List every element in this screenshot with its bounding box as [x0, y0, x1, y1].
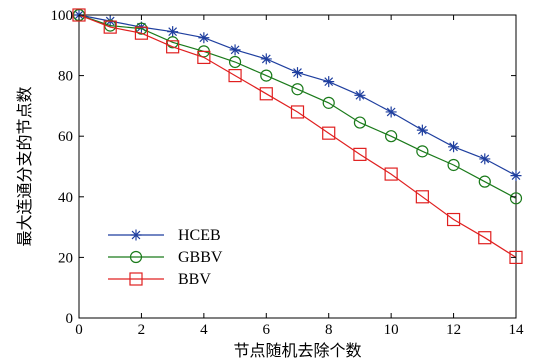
x-tick-label: 8 — [325, 322, 333, 338]
legend-item-hceb: HCEB — [108, 227, 221, 244]
gbbv-point — [291, 83, 304, 96]
y-tick-label: 80 — [58, 69, 73, 85]
series-layer — [72, 8, 523, 264]
gbbv-point — [478, 175, 491, 188]
bbv-point — [384, 167, 398, 181]
x-tick-label: 4 — [200, 322, 208, 338]
gbbv-point — [353, 116, 367, 129]
hceb-point — [229, 44, 241, 56]
hceb-point — [354, 89, 366, 101]
plot-border — [78, 14, 517, 319]
bbv-line — [78, 14, 517, 258]
legend-marker-hceb — [130, 229, 142, 241]
bbv-point — [322, 126, 336, 140]
gbbv-point — [447, 158, 460, 172]
x-tick-label: 12 — [446, 322, 461, 338]
gbbv-point — [416, 145, 429, 158]
bbv-point — [259, 87, 273, 101]
y-tick-label: 60 — [58, 129, 73, 145]
hceb-point — [198, 32, 210, 44]
legend-label-bbv: BBV — [178, 271, 211, 288]
legend-item-bbv: BBV — [108, 271, 211, 288]
bbv-point — [228, 68, 242, 83]
gbbv-point — [322, 96, 335, 109]
bbv-point — [103, 20, 117, 34]
y-tick-label: 100 — [51, 8, 74, 24]
hceb-point — [479, 153, 491, 165]
series-hceb — [73, 9, 522, 182]
bbv-point — [72, 8, 86, 22]
hceb-point — [260, 53, 272, 65]
y-tick-label: 0 — [66, 311, 74, 327]
x-axis-label: 节点随机去除个数 — [233, 341, 361, 360]
bbv-point — [353, 147, 367, 161]
hceb-point — [385, 106, 397, 118]
bbv-point — [166, 40, 180, 54]
x-tick-label: 6 — [263, 322, 271, 338]
bbv-point — [197, 50, 211, 65]
y-axis-label: 最大连通分支的节点数 — [15, 86, 34, 246]
legend-marker-bbv — [129, 272, 143, 286]
bbv-point — [478, 231, 492, 245]
bbv-point — [446, 212, 461, 227]
hceb-point — [416, 124, 428, 136]
x-tick-label: 2 — [138, 322, 146, 338]
legend: HCEB GBBV BBV — [108, 227, 223, 288]
bbv-point — [509, 250, 523, 264]
x-tick-label: 0 — [75, 322, 83, 338]
hceb-point — [510, 170, 522, 182]
series-bbv — [72, 8, 523, 264]
legend-label-hceb: HCEB — [178, 227, 221, 244]
bbv-point — [415, 190, 429, 204]
hceb-point — [323, 76, 335, 88]
legend-marker-gbbv — [129, 250, 143, 264]
y-tick-label: 20 — [58, 250, 73, 266]
axes: 0 2 4 6 8 10 12 14 0 20 40 60 80 100 — [51, 8, 525, 338]
gbbv-point — [385, 130, 398, 143]
gbbv-point — [228, 55, 242, 69]
x-tick-label: 10 — [384, 322, 399, 338]
gbbv-point — [509, 192, 523, 205]
hceb-point — [167, 26, 179, 38]
bbv-point — [134, 26, 149, 40]
plot-frame — [78, 14, 517, 319]
gbbv-point — [260, 69, 273, 82]
legend-item-gbbv: GBBV — [108, 249, 223, 266]
hceb-point — [448, 141, 460, 153]
bbv-point — [290, 105, 305, 119]
gbbv-line — [78, 14, 517, 199]
y-tick-label: 40 — [58, 190, 73, 206]
x-tick-label: 14 — [509, 322, 525, 338]
hceb-point — [292, 67, 303, 79]
legend-label-gbbv: GBBV — [178, 249, 223, 266]
